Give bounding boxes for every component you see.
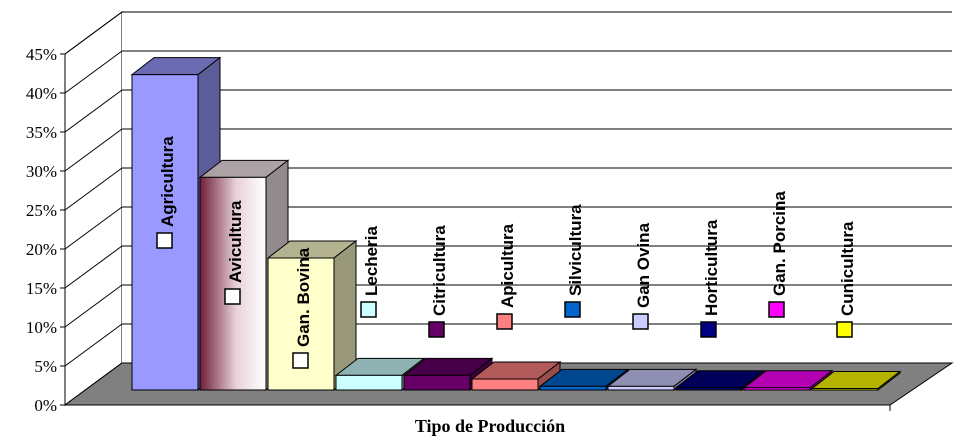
bar	[402, 357, 494, 392]
side-wall	[64, 11, 123, 406]
bar-front	[675, 387, 743, 391]
bar-front	[811, 388, 879, 391]
gridline-side	[64, 128, 123, 172]
bar-front	[199, 176, 267, 391]
category-label: Citricultura	[430, 225, 449, 316]
legend-key	[156, 232, 173, 249]
category-label: Avicultura	[226, 200, 245, 283]
legend-key	[360, 301, 377, 318]
y-tick-label: 35%	[26, 123, 57, 142]
gridline-side	[64, 284, 123, 328]
bar-front	[743, 387, 811, 391]
gridline-side	[64, 50, 123, 94]
bar-front	[607, 385, 675, 391]
legend-key	[292, 352, 309, 369]
y-tick-label: 30%	[26, 162, 57, 181]
y-tick-label: 25%	[26, 201, 57, 220]
bar-front	[471, 378, 539, 391]
gridline-side	[64, 245, 123, 289]
category-label: Silvicultura	[566, 204, 585, 296]
y-tick-label: 15%	[26, 279, 57, 298]
legend-key	[224, 288, 241, 305]
y-tick-label: 10%	[26, 318, 57, 337]
legend-key	[564, 301, 581, 318]
legend-key	[700, 321, 717, 338]
y-tick-label: 20%	[26, 240, 57, 259]
category-label: Gan. Bovina	[294, 247, 313, 347]
bar	[606, 368, 698, 392]
gridline-side	[64, 167, 123, 211]
gridline-side	[64, 323, 123, 367]
bar-front	[539, 385, 607, 391]
gridline-side	[64, 11, 123, 55]
bar-front	[403, 374, 471, 391]
y-axis: 0% 5% 10% 15% 20% 25% 30% 35% 40% 45%	[26, 45, 66, 415]
y-tick-label: 0%	[34, 396, 57, 415]
legend-key	[496, 313, 513, 330]
legend-key	[836, 321, 853, 338]
bar-front	[335, 374, 403, 391]
legend-key	[428, 321, 445, 338]
bars	[130, 56, 902, 392]
category-label: Gan Ovina	[634, 222, 653, 308]
category-label: Apicultura	[498, 223, 517, 308]
category-label: Cunicultura	[838, 221, 857, 316]
bar-labels: Agricultura Avicultura Gan. Bovina Lecheria…	[156, 136, 857, 369]
gridline-side	[64, 206, 123, 250]
gridline-side	[64, 89, 123, 133]
x-axis-title: Tipo de Producción	[415, 416, 565, 436]
y-tick-label: 40%	[26, 84, 57, 103]
legend-key	[768, 301, 785, 318]
category-label: Horticultura	[702, 219, 721, 316]
legend-key	[632, 313, 649, 330]
category-label: Lecheria	[362, 226, 381, 296]
y-tick-label: 45%	[26, 45, 57, 64]
bar	[810, 370, 902, 392]
category-label: Agricultura	[158, 136, 177, 227]
y-tick-label: 5%	[34, 357, 57, 376]
category-label: Gan. Porcina	[770, 191, 789, 296]
